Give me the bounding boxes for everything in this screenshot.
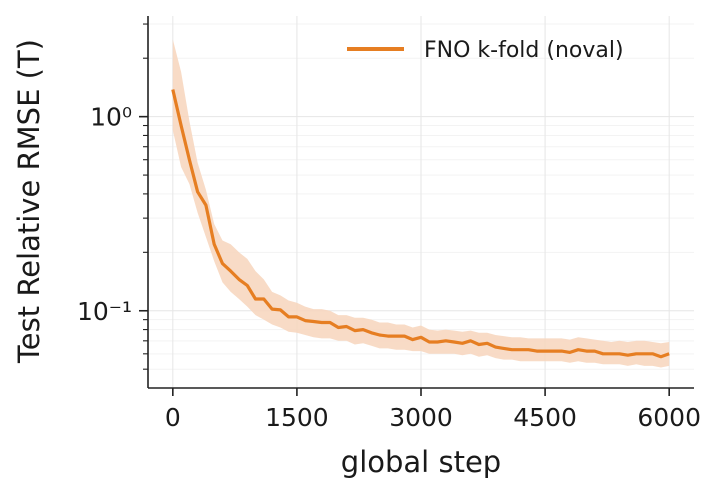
y-axis-label: Test Relative RMSE (T) [12, 39, 46, 364]
y-tick-label: 10⁻¹ [77, 297, 132, 326]
x-tick-label: 3000 [389, 403, 453, 432]
x-tick-label: 0 [165, 403, 181, 432]
x-tick-label: 4500 [513, 403, 577, 432]
x-axis-label: global step [341, 445, 501, 479]
x-tick-label: 6000 [637, 403, 701, 432]
axes: 0 1500 3000 4500 6000 10⁻¹ 10⁰ [77, 16, 701, 432]
series-line [171, 89, 670, 359]
legend: FNO k-fold (noval) [347, 38, 624, 63]
x-tick-label: 1500 [265, 403, 329, 432]
y-tick-label: 10⁰ [90, 103, 132, 132]
legend-label: FNO k-fold (noval) [424, 38, 624, 63]
